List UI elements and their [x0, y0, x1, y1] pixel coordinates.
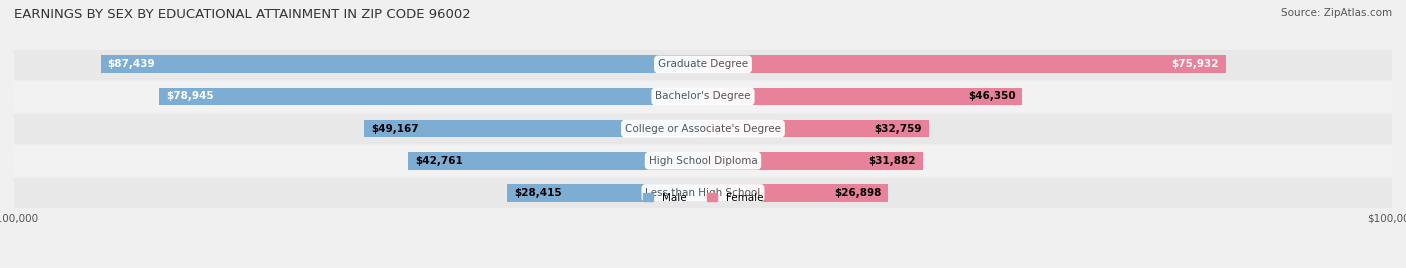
Bar — [703, 88, 1022, 105]
Text: $87,439: $87,439 — [107, 59, 155, 69]
Bar — [408, 152, 703, 170]
Text: Source: ZipAtlas.com: Source: ZipAtlas.com — [1281, 8, 1392, 18]
Bar — [703, 120, 929, 137]
Bar — [14, 114, 1392, 143]
Text: $75,932: $75,932 — [1171, 59, 1219, 69]
Bar — [703, 184, 889, 202]
Bar — [101, 55, 703, 73]
Text: $32,759: $32,759 — [875, 124, 922, 134]
Text: Graduate Degree: Graduate Degree — [658, 59, 748, 69]
Text: EARNINGS BY SEX BY EDUCATIONAL ATTAINMENT IN ZIP CODE 96002: EARNINGS BY SEX BY EDUCATIONAL ATTAINMEN… — [14, 8, 471, 21]
Bar — [703, 152, 922, 170]
Bar — [159, 88, 703, 105]
Text: $42,761: $42,761 — [415, 156, 463, 166]
Bar — [14, 50, 1392, 79]
Text: $28,415: $28,415 — [515, 188, 562, 198]
Bar — [364, 120, 703, 137]
Bar — [14, 82, 1392, 111]
Text: High School Diploma: High School Diploma — [648, 156, 758, 166]
Text: $26,898: $26,898 — [834, 188, 882, 198]
Text: Less than High School: Less than High School — [645, 188, 761, 198]
Bar — [508, 184, 703, 202]
Text: $46,350: $46,350 — [967, 91, 1015, 102]
Bar — [14, 178, 1392, 207]
Bar — [703, 55, 1226, 73]
Text: $78,945: $78,945 — [166, 91, 214, 102]
Text: $49,167: $49,167 — [371, 124, 419, 134]
Text: College or Associate's Degree: College or Associate's Degree — [626, 124, 780, 134]
Legend: Male, Female: Male, Female — [638, 189, 768, 207]
Bar — [14, 146, 1392, 175]
Text: Bachelor's Degree: Bachelor's Degree — [655, 91, 751, 102]
Text: $31,882: $31,882 — [869, 156, 915, 166]
